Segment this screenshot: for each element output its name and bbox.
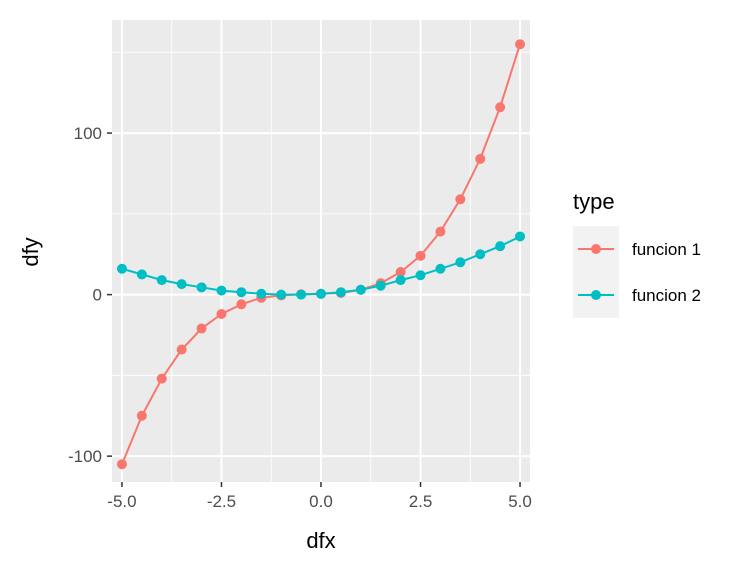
legend-key-point-2: [591, 290, 601, 300]
legend-label-1: funcion 1: [632, 240, 701, 259]
series-2-point-14: [395, 275, 406, 286]
series-1-point-3: [176, 344, 187, 355]
legend-key-point-1: [591, 244, 601, 254]
y-axis-title: dfy: [18, 237, 43, 266]
y-tick-label-0: -100: [68, 447, 102, 466]
series-2-point-6: [236, 287, 247, 298]
series-2-point-12: [355, 284, 366, 295]
series-1-point-4: [196, 323, 207, 334]
x-tick-label-4: 5.0: [508, 492, 532, 511]
series-2-point-2: [156, 275, 167, 286]
series-1-point-16: [435, 226, 446, 237]
x-tick-label-2: 0.0: [309, 492, 333, 511]
legend: type funcion 1 funcion 2: [573, 189, 701, 318]
series-2-point-0: [116, 263, 127, 274]
series-2-point-8: [276, 289, 287, 300]
series-1-point-18: [475, 153, 486, 164]
y-tick-label-2: 100: [74, 124, 102, 143]
axis-ticks: [107, 132, 521, 487]
series-1-point-19: [495, 102, 506, 113]
series-2-point-17: [455, 257, 466, 268]
series-1-point-5: [216, 309, 227, 319]
x-tick-label-3: 2.5: [409, 492, 433, 511]
series-1-point-15: [415, 250, 426, 261]
series-2-point-13: [375, 280, 386, 291]
series-2-point-3: [176, 279, 187, 290]
series-2-point-7: [256, 288, 267, 299]
series-1-point-1: [136, 410, 147, 421]
series-1-point-6: [236, 299, 247, 310]
series-2-point-18: [475, 249, 486, 260]
series-1-point-2: [156, 373, 167, 384]
series-2-point-10: [316, 288, 326, 299]
legend-title: type: [573, 189, 615, 214]
series-2-point-9: [296, 289, 307, 300]
series-2-point-4: [196, 282, 207, 293]
x-tick-label-0: -5.0: [107, 492, 136, 511]
legend-label-2: funcion 2: [632, 286, 701, 305]
legend-key-background: [573, 226, 619, 318]
x-tick-label-1: -2.5: [207, 492, 236, 511]
series-2-point-15: [415, 270, 426, 281]
series-2-point-11: [335, 287, 346, 298]
y-tick-label-1: 0: [93, 286, 102, 305]
series-1-point-14: [395, 267, 406, 277]
series-2-point-19: [495, 241, 506, 252]
series-2-point-20: [515, 231, 526, 242]
legend-entries: funcion 1 funcion 2: [578, 240, 701, 305]
series-1-point-20: [515, 39, 526, 50]
series-2: [116, 231, 526, 300]
series-1-point-0: [116, 459, 127, 470]
x-axis-title: dfx: [306, 528, 335, 553]
series-2-point-16: [435, 263, 446, 274]
series-2-point-5: [216, 285, 227, 296]
series-layer: [116, 39, 526, 470]
series-1-point-17: [455, 194, 466, 205]
series-2-point-1: [136, 269, 147, 280]
tick-labels: -5.0 -2.5 0.0 2.5 5.0 -100 0 100: [68, 124, 532, 511]
